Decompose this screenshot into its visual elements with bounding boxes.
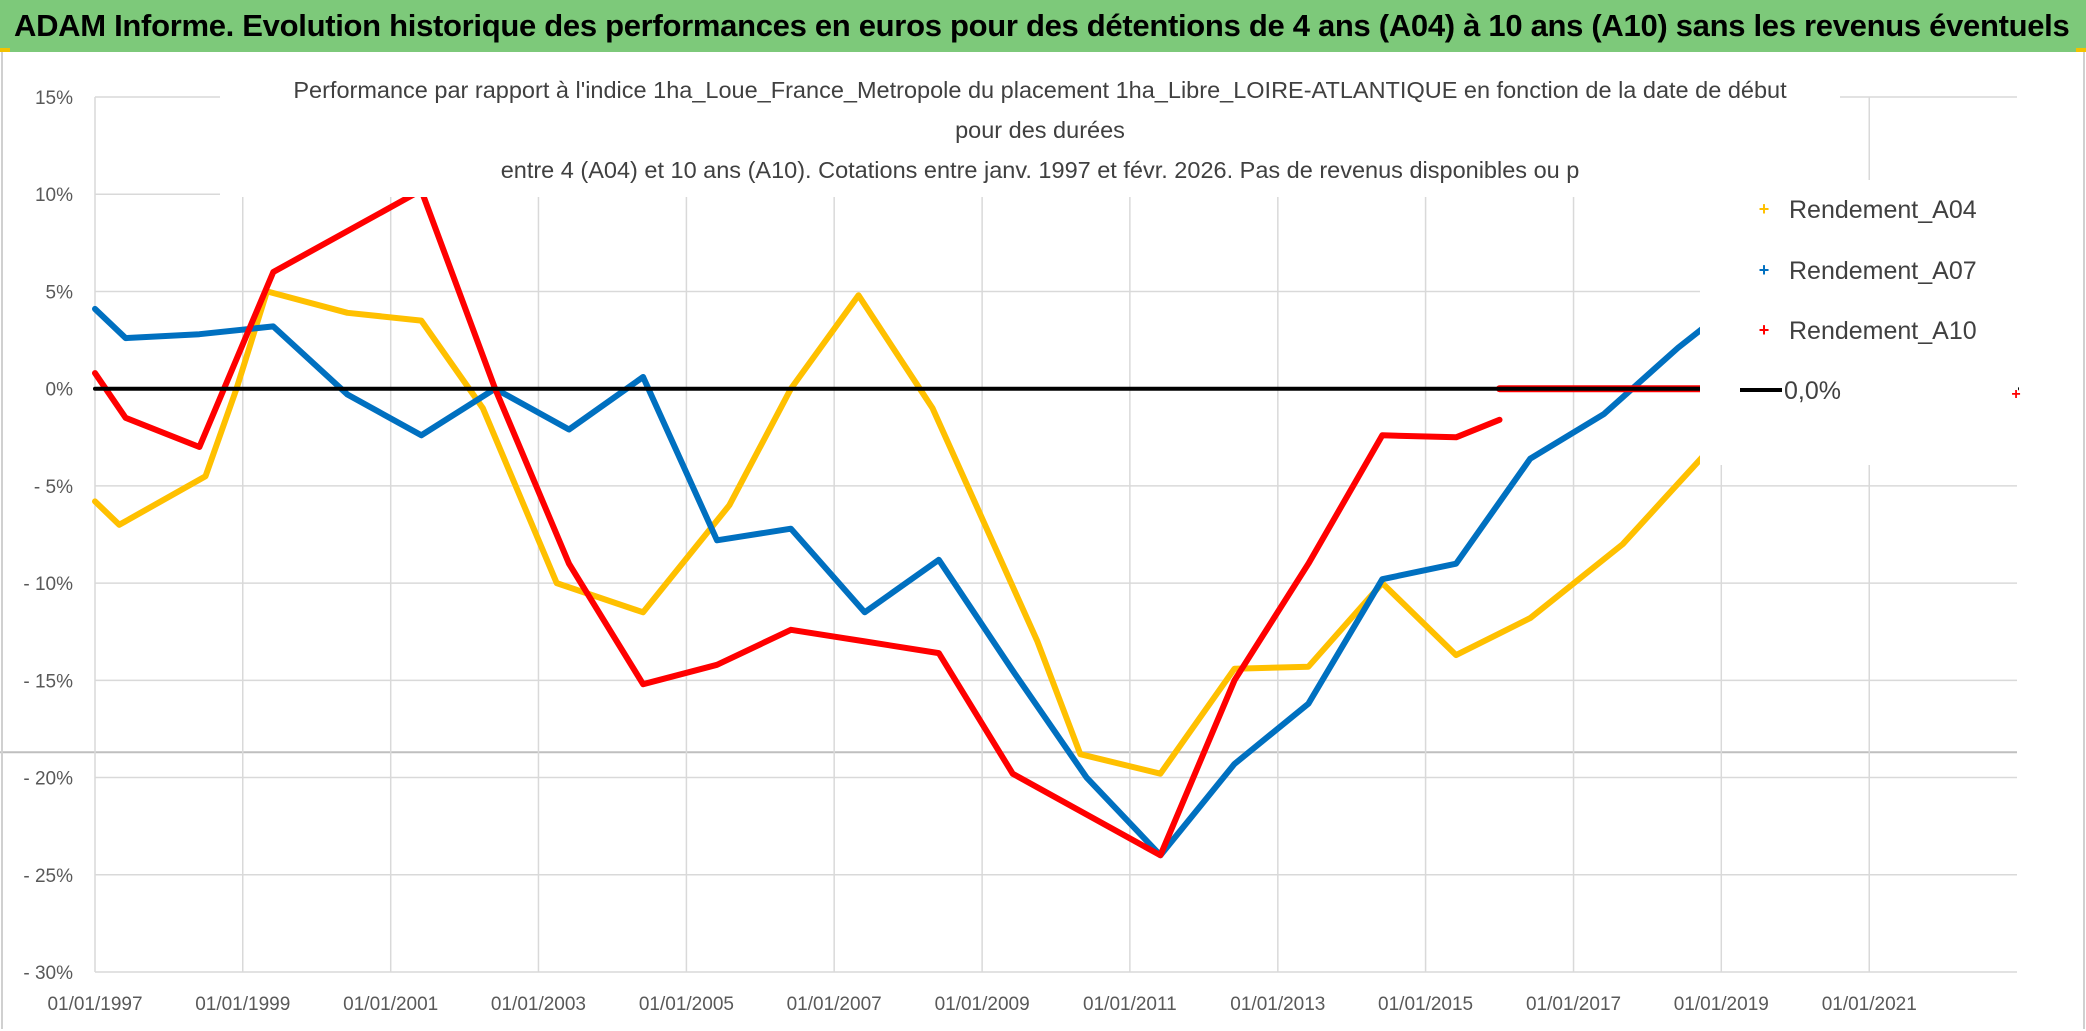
x-tick-label: 01/01/1997: [47, 994, 142, 1015]
x-tick-label: 01/01/2011: [1083, 994, 1177, 1015]
y-tick-label: - 15%: [23, 671, 73, 692]
y-tick-label: - 30%: [23, 963, 73, 984]
x-tick-label: 01/01/1999: [195, 994, 290, 1015]
legend-label: Rendement_A04: [1789, 196, 1977, 224]
corner-marker: [2076, 48, 2086, 52]
legend-background: [1700, 180, 2018, 465]
y-tick-label: 15%: [35, 88, 73, 109]
series-line-rendement_a04: [92, 288, 1731, 777]
legend-marker: +: [1759, 320, 1770, 340]
y-axis-ticks: 15% 10% 5% 0% - 5% - 10% - 15% - 20% - 25% - 30%: [23, 88, 73, 984]
corner-marker: [0, 48, 10, 52]
series-line-rendement_a07: [92, 305, 1718, 859]
x-tick-label: 01/01/2013: [1230, 994, 1325, 1015]
x-tick-label: 01/01/2003: [491, 994, 586, 1015]
y-tick-label: - 20%: [23, 769, 73, 790]
y-tick-label: 10%: [35, 185, 73, 206]
legend-label: Rendement_A10: [1789, 317, 1977, 345]
x-tick-label: 01/01/2009: [935, 994, 1030, 1015]
x-tick-label: 01/01/2021: [1822, 994, 1917, 1015]
legend-label: Rendement_A07: [1789, 257, 1977, 285]
x-axis-ticks: 01/01/1997 01/01/1999 01/01/2001 01/01/2003…: [47, 994, 1916, 1015]
legend-label: 0,0%: [1784, 377, 1841, 405]
legend-marker: +: [2011, 386, 2020, 403]
chart-legend: + Rendement_A04 + Rendement_A07 + Rendement_A…: [1700, 180, 2021, 465]
banner-title: ADAM Informe. Evolution historique des p…: [14, 8, 2070, 43]
legend-marker: +: [1759, 260, 1770, 280]
title-line: entre 4 (A04) et 10 ans (A10). Cotations…: [501, 157, 1580, 183]
title-background: [220, 62, 1840, 197]
y-tick-label: - 5%: [34, 477, 73, 498]
x-tick-label: 01/01/2015: [1378, 994, 1473, 1015]
series-line-rendement_a10: [92, 187, 1503, 859]
chart-title: Performance par rapport à l'indice 1ha_L…: [220, 62, 1840, 197]
x-tick-label: 01/01/2017: [1526, 994, 1621, 1015]
y-tick-label: - 10%: [23, 574, 73, 595]
y-tick-label: 5%: [46, 282, 74, 303]
series-lines: [92, 187, 2019, 859]
legend-marker: +: [1759, 199, 1770, 219]
x-tick-label: 01/01/2001: [343, 994, 438, 1015]
x-tick-label: 01/01/2019: [1674, 994, 1769, 1015]
report-banner: ADAM Informe. Evolution historique des p…: [0, 0, 2086, 52]
title-line: Performance par rapport à l'indice 1ha_L…: [293, 77, 1787, 103]
title-line: pour des durées: [955, 117, 1125, 143]
x-tick-label: 01/01/2007: [787, 994, 882, 1015]
line-chart: 15%10%5%0%- 5%- 10%- 15%- 20%- 25%- 30% …: [0, 52, 2085, 1029]
y-tick-label: - 25%: [23, 866, 73, 887]
x-tick-label: 01/01/2005: [639, 994, 734, 1015]
y-tick-label: 0%: [46, 380, 74, 401]
